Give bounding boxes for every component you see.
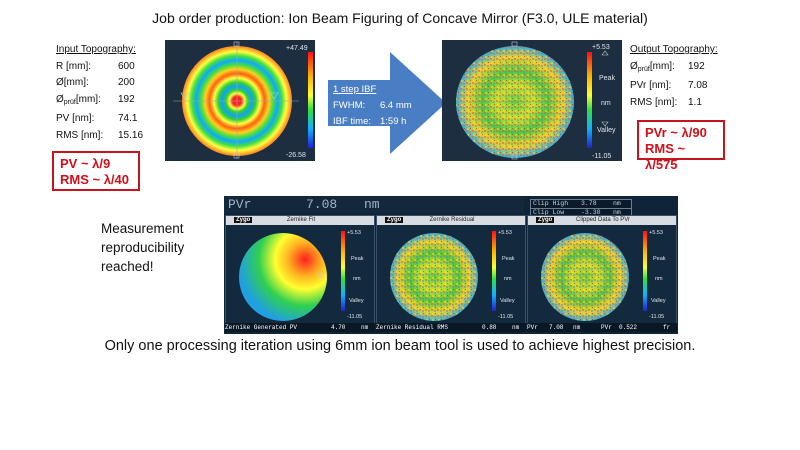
zygo-logo: Zygo [385,217,404,223]
input-row: R [mm]: 600 [56,60,135,72]
zernike-fit-graphic [239,231,345,321]
analysis-software-strip: PVr 7.08 nm Clip High 3.78 nm Clip Low -… [224,196,678,334]
input-row: PV [nm]: 74.1 [56,113,138,124]
slide-title: Job order production: Ion Beam Figuring … [152,10,648,26]
zernike-fit-panel: Zygo Zernike Fit +5.53 Peak nm Valley -1… [225,215,375,325]
summary-footer-text: Only one processing iteration using 6mm … [104,338,696,354]
input-map-graphic [173,41,313,159]
arrow-fwhm-label: FWHM: [333,100,366,111]
output-topography-map: +5.53 Peak nm Valley -11.05 [442,40,622,161]
pvr-unit: nm [364,197,380,212]
input-row: Ø[mm]: 200 [56,77,135,88]
clipped-data-panel: Zygo Clipped Data To PVr +5.53 Peak nm V… [527,215,677,325]
panel-titlebar: Zygo Zernike Fit [226,216,374,225]
output-heading: Output Topography: [630,44,718,55]
panel-title: Zernike Fit [286,217,316,223]
arrow-step-label: 1 step IBF [333,84,377,95]
panel-titlebar: Zygo Clipped Data To PVr [528,216,676,225]
zernike-residual-graphic [390,231,496,321]
clipped-data-footer: PVr 7.08 nm PVr 0.522 fr [527,323,677,332]
pvr-label: PVr [228,197,252,212]
zernike-residual-footer: Zernike Residual RMS 0.88 nm [376,323,526,332]
clipped-data-graphic [541,231,647,321]
measurement-note: Measurement reproducibility reached! [101,221,185,274]
input-lambda-box: PV ~ λ/9 RMS ~ λ/40 [52,151,140,191]
arrow-time-label: IBF time: [333,116,372,127]
pvr-header: PVr 7.08 nm [224,196,524,213]
output-row: RMS [nm]: 1.1 [630,96,702,108]
output-map-graphic [456,41,609,160]
input-topography-map: +47.49 -26.58 [165,40,315,161]
panel-titlebar: Zygo Zernike Residual [377,216,525,225]
arrow-fwhm-value: 6.4 mm [380,100,412,111]
panel-title: Clipped Data To PVr [575,217,631,223]
arrow-time-value: 1:59 h [380,116,407,127]
input-row: RMS [nm]: 15.16 [56,129,144,141]
zernike-residual-panel: Zygo Zernike Residual +5.53 Peak nm Vall… [376,215,526,325]
output-topography-table: Output Topography: Øprüf[mm]: 192 PVr [nm… [630,42,718,111]
zygo-logo: Zygo [536,217,555,223]
zernike-fit-footer: Zernike Generated PV 4.70 nm [225,323,375,332]
pvr-value: 7.08 [306,197,338,212]
panel-title: Zernike Residual [429,217,475,223]
input-row: Øprüf[mm]: 192 [56,93,135,106]
input-heading: Input Topography: [56,44,136,55]
output-row: PVr [nm]: 7.08 [630,80,708,91]
input-topography-table: Input Topography: R [mm]: 600 Ø[mm]: 200 Ø… [56,42,143,144]
output-row: Øprüf[mm]: 192 [630,60,705,73]
process-arrow-shape [328,52,446,154]
output-lambda-box: PVr ~ λ/90 RMS ~ λ/575 [637,120,725,172]
zygo-logo: Zygo [234,217,253,223]
